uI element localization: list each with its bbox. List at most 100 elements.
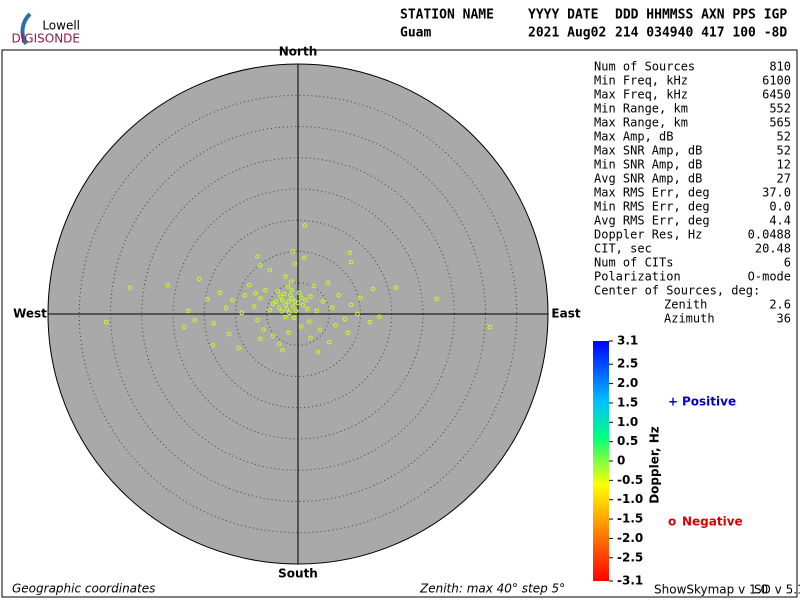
stat-label: Doppler Res, Hz [594, 228, 702, 242]
source-point [236, 346, 241, 351]
source-point [336, 292, 341, 298]
source-point [326, 339, 332, 345]
source-point [290, 249, 296, 254]
source-point [305, 306, 310, 312]
source-point [348, 259, 354, 265]
source-point [217, 290, 223, 296]
colorbar-tick-label: 1.0 [617, 415, 638, 429]
source-point [355, 311, 360, 317]
source-point [283, 302, 288, 307]
stat-value: 20.48 [755, 242, 791, 256]
stat-label: Min SNR Amp, dB [594, 158, 702, 172]
source-point [293, 308, 299, 314]
stat-value: 2.6 [769, 298, 791, 312]
source-point [298, 295, 304, 301]
source-point [288, 279, 294, 284]
colorbar-tick-label: 2.0 [617, 376, 638, 390]
stat-value: 0.0488 [748, 228, 791, 242]
stat-value: 12 [777, 158, 791, 172]
stat-value: 52 [777, 144, 791, 158]
stat-label: Max RMS Err, deg [594, 186, 710, 200]
colorbar-tick-label: -1.0 [617, 492, 643, 506]
source-point [267, 267, 273, 273]
source-point [192, 317, 198, 323]
source-point [295, 300, 301, 306]
source-point [246, 282, 252, 288]
source-point [276, 305, 282, 311]
header-value: 214 034940 417 100 -8D [615, 26, 787, 41]
source-point [434, 296, 440, 302]
source-point [284, 306, 290, 312]
stat-label: Azimuth [664, 312, 715, 326]
stat-label: Zenith [664, 298, 707, 312]
stat-value: 6100 [762, 74, 791, 88]
source-point [280, 297, 285, 303]
source-point [267, 307, 273, 313]
source-point [165, 282, 171, 288]
colorbar-tick-label: -3.1 [617, 574, 643, 588]
stat-label: Max Freq, kHz [594, 88, 688, 102]
source-point [376, 314, 382, 319]
source-point [283, 314, 288, 320]
source-point [261, 327, 266, 332]
source-point [367, 319, 373, 325]
legend-label: Positive [682, 395, 736, 409]
source-point [347, 250, 353, 256]
source-point [226, 331, 232, 337]
source-point [275, 289, 281, 294]
source-point [258, 262, 263, 268]
source-point [296, 290, 302, 296]
direction-label: East [551, 307, 580, 321]
source-point [306, 319, 312, 324]
stat-value: 810 [769, 60, 791, 74]
stat-label: Max SNR Amp, dB [594, 144, 702, 158]
source-point [276, 341, 282, 347]
header-label: STATION NAME [400, 8, 494, 23]
source-point [308, 335, 313, 341]
header-label: YYYY DATE [528, 8, 598, 23]
stat-label: Max Amp, dB [594, 130, 673, 144]
source-point [270, 333, 276, 339]
logo-arc [20, 12, 32, 46]
stat-label: Avg SNR Amp, dB [594, 172, 702, 186]
source-point [370, 286, 376, 292]
stat-label: Avg RMS Err, deg [594, 214, 710, 228]
source-point [278, 294, 283, 299]
legend-symbol: o [668, 515, 676, 529]
source-point [255, 254, 260, 259]
stat-value: 37.0 [762, 186, 791, 200]
stat-value: 6 [784, 256, 791, 270]
direction-label: West [13, 307, 47, 321]
source-point [253, 291, 258, 296]
stat-label: Min Freq, kHz [594, 74, 688, 88]
stat-label: Min Range, km [594, 102, 688, 116]
stat-label: Num of Sources [594, 60, 695, 74]
logo-text: DIGISONDE [12, 32, 80, 46]
source-point [333, 322, 338, 328]
direction-label: South [278, 567, 318, 581]
source-point [325, 280, 331, 286]
stat-label: CIT, sec [594, 242, 652, 256]
source-point [263, 287, 268, 293]
footer-text: Zenith: max 40° step 5° [419, 582, 565, 596]
header-value: 2021 Aug02 [528, 26, 606, 41]
source-point [308, 294, 313, 299]
source-point [288, 292, 293, 298]
source-point [315, 349, 321, 355]
frame [1, 49, 798, 598]
colorbar-tick-label: -2.5 [617, 550, 643, 564]
source-point [303, 297, 308, 303]
source-point [258, 336, 263, 342]
source-point [273, 299, 279, 304]
stat-value: 36 [777, 312, 791, 326]
stat-value: O-mode [748, 270, 791, 284]
footer-text: Geographic coordinates [12, 582, 155, 596]
source-point [270, 301, 276, 307]
stat-heading: Center of Sources, deg: [594, 284, 760, 298]
source-point [223, 305, 229, 311]
source-point [242, 292, 248, 298]
colorbar-tick-label: 3.1 [617, 334, 638, 348]
footer-text: SD v 5.1 [754, 583, 800, 597]
source-point [211, 321, 216, 326]
header-value: Guam [400, 26, 431, 41]
